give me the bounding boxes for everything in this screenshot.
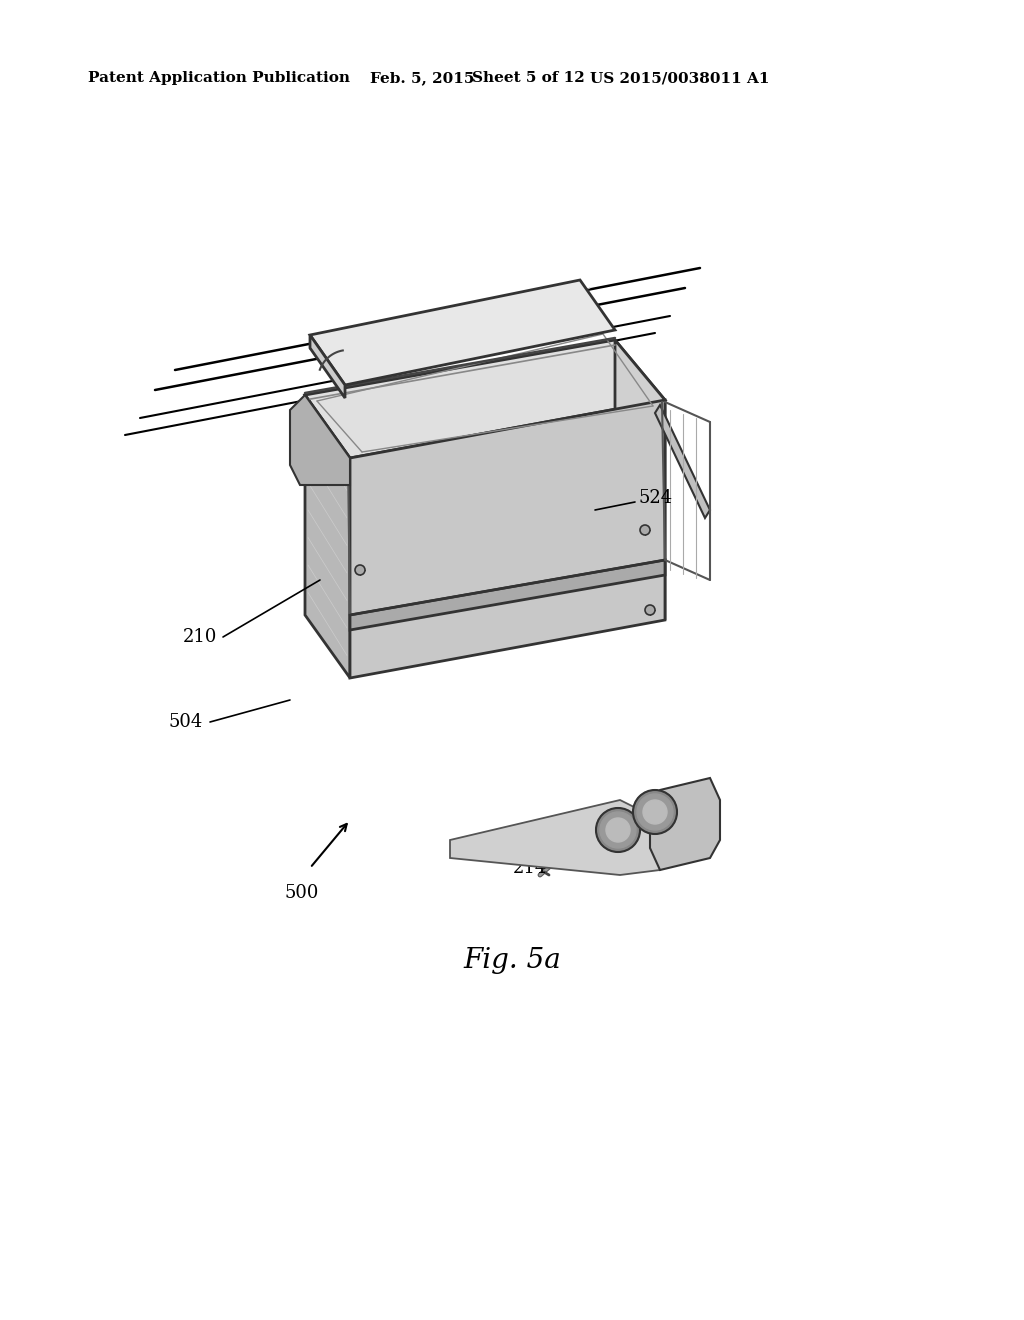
Polygon shape: [310, 280, 615, 385]
Text: 214: 214: [513, 859, 547, 876]
Polygon shape: [305, 341, 665, 458]
Polygon shape: [350, 400, 665, 678]
Text: Feb. 5, 2015: Feb. 5, 2015: [370, 71, 474, 84]
Circle shape: [600, 812, 636, 847]
Polygon shape: [350, 560, 665, 630]
Polygon shape: [290, 395, 350, 484]
Circle shape: [643, 800, 667, 824]
Polygon shape: [450, 800, 660, 875]
Polygon shape: [310, 335, 345, 399]
Polygon shape: [305, 395, 350, 678]
Text: 524: 524: [638, 488, 672, 507]
Text: 210: 210: [183, 628, 217, 645]
Circle shape: [355, 565, 365, 576]
Text: Patent Application Publication: Patent Application Publication: [88, 71, 350, 84]
Circle shape: [596, 808, 640, 851]
Circle shape: [640, 525, 650, 535]
Text: Sheet 5 of 12: Sheet 5 of 12: [472, 71, 585, 84]
Text: 504: 504: [168, 713, 203, 731]
Polygon shape: [650, 777, 720, 870]
Circle shape: [633, 789, 677, 834]
Text: 526: 526: [635, 836, 670, 854]
Circle shape: [645, 605, 655, 615]
Polygon shape: [615, 341, 665, 620]
Polygon shape: [655, 405, 710, 517]
Circle shape: [637, 795, 673, 830]
Text: Fig. 5a: Fig. 5a: [463, 946, 561, 974]
Text: 500: 500: [285, 884, 319, 902]
Text: US 2015/0038011 A1: US 2015/0038011 A1: [590, 71, 769, 84]
Circle shape: [606, 818, 630, 842]
